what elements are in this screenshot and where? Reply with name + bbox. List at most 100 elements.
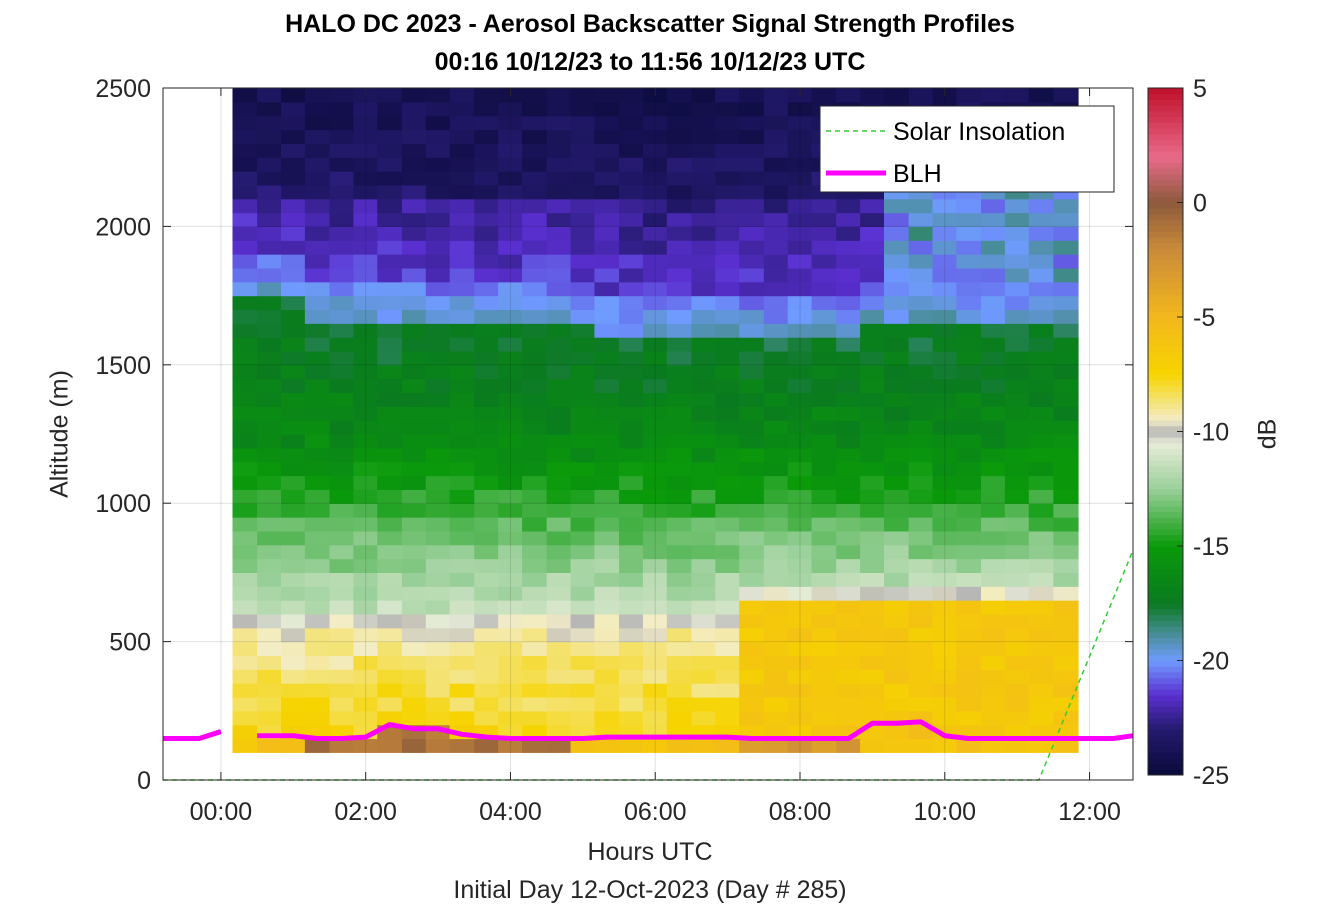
heatmap-cell (353, 406, 379, 421)
heatmap-cell (787, 226, 813, 241)
heatmap-cell (787, 129, 813, 144)
heatmap-cell (787, 309, 813, 324)
heatmap-cell (666, 683, 693, 698)
heatmap-cell (956, 281, 982, 297)
heatmap-cell (860, 378, 886, 394)
heatmap-cell (811, 212, 837, 227)
heatmap-cell (739, 710, 765, 726)
heatmap-cell (1053, 364, 1079, 380)
heatmap-cell (329, 281, 355, 297)
heatmap-cell (449, 309, 475, 324)
heatmap-cell (956, 406, 982, 421)
heatmap-cell (691, 392, 717, 407)
heatmap-cell (522, 738, 548, 753)
colorbar-segment (1148, 654, 1183, 661)
heatmap-cell (860, 254, 886, 269)
heatmap-cell (377, 420, 403, 435)
heatmap-cell (449, 295, 475, 311)
heatmap-cell (353, 517, 379, 532)
heatmap-cell (715, 655, 741, 670)
colorbar-segment (1148, 431, 1183, 438)
heatmap-cell (449, 267, 475, 283)
heatmap-cell (401, 586, 428, 601)
heatmap-cell (691, 641, 717, 657)
heatmap-cell (860, 295, 886, 311)
heatmap-cell (401, 240, 428, 255)
heatmap-cell (619, 420, 645, 435)
heatmap-cell (1053, 434, 1079, 449)
heatmap-cell (522, 323, 548, 338)
heatmap-cell (980, 489, 1007, 504)
heatmap-cell (956, 710, 982, 726)
heatmap-cell (449, 157, 475, 172)
heatmap-cell (353, 738, 379, 753)
heatmap-cell (619, 212, 645, 227)
heatmap-cell (691, 627, 717, 643)
heatmap-cell (619, 281, 645, 297)
heatmap-cell (1004, 613, 1031, 629)
heatmap-cell (956, 350, 982, 366)
heatmap-cell (329, 641, 355, 657)
heatmap-cell (739, 378, 765, 394)
heatmap-cell (304, 406, 331, 421)
heatmap-cell (739, 171, 765, 186)
heatmap-cell (763, 198, 790, 214)
heatmap-cell (666, 212, 693, 227)
heatmap-cell (594, 88, 620, 103)
heatmap-cell (232, 101, 258, 117)
heatmap-cell (619, 101, 645, 117)
colorbar-segment (1148, 271, 1183, 278)
heatmap-cell (642, 198, 669, 214)
heatmap-cell (257, 627, 283, 643)
colorbar-segment (1148, 626, 1183, 633)
heatmap-cell (619, 669, 645, 684)
heatmap-cell (280, 350, 307, 366)
heatmap-cell (980, 350, 1007, 366)
colorbar-segment (1148, 528, 1183, 536)
heatmap-cell (498, 710, 524, 726)
heatmap-cell (691, 683, 717, 698)
heatmap-cell (353, 350, 379, 366)
heatmap-cell (280, 613, 307, 629)
heatmap-cell (932, 364, 958, 380)
heatmap-cell (594, 392, 620, 407)
heatmap-cell (619, 710, 645, 726)
heatmap-cell (980, 295, 1007, 311)
heatmap-cell (836, 669, 862, 684)
colorbar-segment (1148, 202, 1183, 209)
heatmap-cell (666, 600, 693, 615)
heatmap-cell (377, 530, 403, 546)
heatmap-cell (980, 475, 1007, 490)
heatmap-cell (763, 254, 790, 269)
heatmap-cell (1053, 226, 1079, 241)
heatmap-cell (1028, 724, 1054, 740)
heatmap-cell (691, 350, 717, 366)
heatmap-cell (401, 461, 428, 477)
heatmap-cell (546, 475, 572, 490)
heatmap-cell (932, 337, 958, 352)
heatmap-cell (280, 171, 307, 186)
heatmap-cell (715, 683, 741, 698)
heatmap-cell (1053, 392, 1079, 407)
heatmap-cell (304, 627, 331, 643)
heatmap-cell (401, 350, 428, 366)
heatmap-cell (787, 572, 813, 587)
heatmap-cell (546, 267, 572, 283)
heatmap-cell (811, 710, 837, 726)
heatmap-cell (353, 226, 379, 241)
heatmap-cell (619, 350, 645, 366)
heatmap-cell (280, 655, 307, 670)
heatmap-cell (232, 586, 258, 601)
colorbar-segment (1148, 334, 1183, 341)
colorbar-segment (1148, 219, 1183, 226)
colorbar-segment (1148, 139, 1183, 146)
heatmap-cell (329, 655, 355, 670)
heatmap-cell (425, 323, 451, 338)
heatmap-cell (474, 627, 500, 643)
colorbar-segment (1148, 110, 1183, 118)
colorbar-segment (1148, 477, 1183, 484)
heatmap-cell (883, 364, 910, 380)
heatmap-cell (425, 738, 451, 753)
heatmap-cell (570, 281, 596, 297)
legend-solar-label: Solar Insolation (893, 118, 1065, 146)
